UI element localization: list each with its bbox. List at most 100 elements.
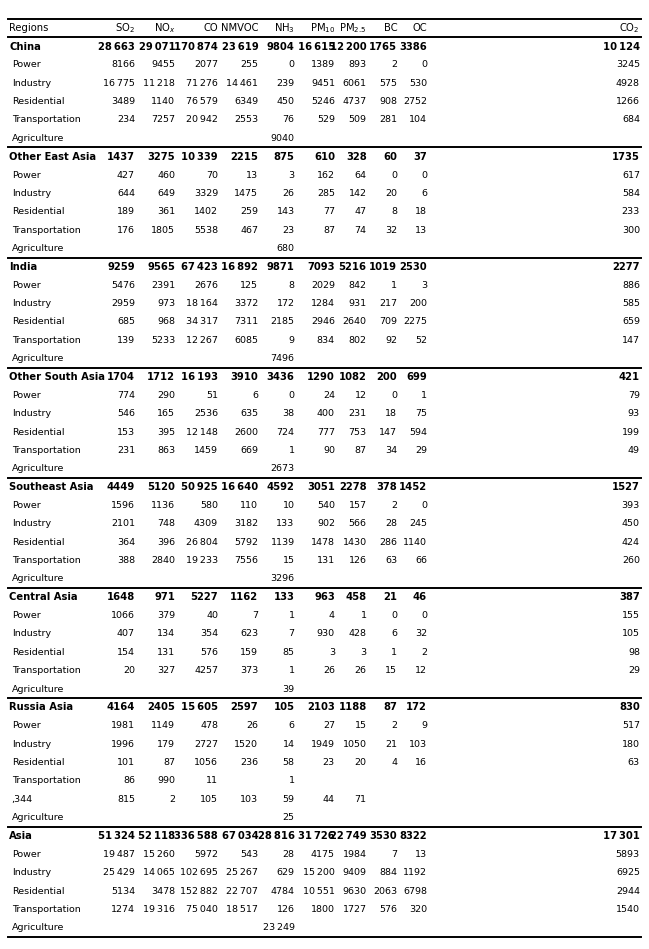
Text: Power: Power — [12, 281, 40, 289]
Text: Industry: Industry — [12, 739, 51, 749]
Text: 1140: 1140 — [403, 538, 427, 547]
Text: 6925: 6925 — [616, 868, 640, 877]
Text: 336 588: 336 588 — [175, 831, 218, 841]
Text: 842: 842 — [349, 281, 367, 289]
Text: 75: 75 — [415, 409, 427, 419]
Text: 1050: 1050 — [343, 739, 367, 749]
Text: 26: 26 — [323, 666, 335, 675]
Text: 6349: 6349 — [234, 97, 258, 106]
Text: 699: 699 — [406, 372, 427, 382]
Text: 875: 875 — [274, 152, 295, 161]
Text: 2405: 2405 — [147, 702, 175, 713]
Text: 724: 724 — [276, 428, 295, 437]
Text: 63: 63 — [628, 758, 640, 767]
Text: 64: 64 — [355, 171, 367, 179]
Text: 37: 37 — [413, 152, 427, 161]
Text: 1192: 1192 — [403, 868, 427, 877]
Text: 834: 834 — [317, 336, 335, 344]
Text: 1712: 1712 — [147, 372, 175, 382]
Text: 5538: 5538 — [194, 226, 218, 234]
Text: 2: 2 — [391, 721, 397, 731]
Text: 26 804: 26 804 — [186, 538, 218, 547]
Text: 159: 159 — [240, 648, 258, 657]
Text: 460: 460 — [157, 171, 175, 179]
Text: 172: 172 — [276, 299, 295, 308]
Text: 802: 802 — [349, 336, 367, 344]
Text: Power: Power — [12, 61, 40, 69]
Text: Transportation: Transportation — [12, 905, 80, 914]
Text: 101: 101 — [117, 758, 135, 767]
Text: 4164: 4164 — [106, 702, 135, 713]
Text: 28: 28 — [283, 849, 295, 859]
Text: 52 118: 52 118 — [138, 831, 175, 841]
Text: 1274: 1274 — [111, 905, 135, 914]
Text: 98: 98 — [628, 648, 640, 657]
Text: 90: 90 — [323, 446, 335, 455]
Text: 281: 281 — [379, 116, 397, 124]
Text: Power: Power — [12, 611, 40, 620]
Text: 3329: 3329 — [194, 189, 218, 198]
Text: 1727: 1727 — [343, 905, 367, 914]
Text: 236: 236 — [240, 758, 258, 767]
Text: 1984: 1984 — [343, 849, 367, 859]
Text: 87: 87 — [355, 446, 367, 455]
Text: 1596: 1596 — [111, 501, 135, 510]
Text: 155: 155 — [622, 611, 640, 620]
Text: 2944: 2944 — [616, 886, 640, 896]
Text: 52: 52 — [415, 336, 427, 344]
Text: 14 065: 14 065 — [143, 868, 175, 877]
Text: 15 260: 15 260 — [143, 849, 175, 859]
Text: 9451: 9451 — [311, 79, 335, 87]
Text: 388: 388 — [117, 556, 135, 565]
Text: 16 640: 16 640 — [221, 482, 258, 493]
Text: 10 339: 10 339 — [182, 152, 218, 161]
Text: 863: 863 — [157, 446, 175, 455]
Text: 2185: 2185 — [271, 317, 295, 326]
Text: 199: 199 — [622, 428, 640, 437]
Text: ,344: ,344 — [12, 794, 33, 804]
Text: 1437: 1437 — [107, 152, 135, 161]
Text: 1520: 1520 — [234, 739, 258, 749]
Text: 1389: 1389 — [311, 61, 335, 69]
Text: 133: 133 — [274, 592, 295, 603]
Text: 51: 51 — [206, 391, 218, 400]
Text: 172: 172 — [406, 702, 427, 713]
Text: India: India — [9, 262, 38, 271]
Text: 3489: 3489 — [111, 97, 135, 106]
Text: 231: 231 — [349, 409, 367, 419]
Text: 18 517: 18 517 — [227, 905, 258, 914]
Text: 7257: 7257 — [151, 116, 175, 124]
Text: 7: 7 — [289, 629, 295, 639]
Text: 3530: 3530 — [369, 831, 397, 841]
Text: 18: 18 — [386, 409, 397, 419]
Text: 973: 973 — [157, 299, 175, 308]
Text: 5246: 5246 — [311, 97, 335, 106]
Text: 104: 104 — [409, 116, 427, 124]
Text: 126: 126 — [276, 905, 295, 914]
Text: 11: 11 — [206, 776, 218, 786]
Text: 327: 327 — [157, 666, 175, 675]
Text: 753: 753 — [349, 428, 367, 437]
Text: PM$_{2.5}$: PM$_{2.5}$ — [339, 21, 367, 35]
Text: 133: 133 — [276, 519, 295, 529]
Text: Agriculture: Agriculture — [12, 813, 64, 822]
Text: 584: 584 — [622, 189, 640, 198]
Text: 931: 931 — [349, 299, 367, 308]
Text: 147: 147 — [622, 336, 640, 344]
Text: 25 267: 25 267 — [227, 868, 258, 877]
Text: 3296: 3296 — [271, 574, 295, 584]
Text: 22 707: 22 707 — [227, 886, 258, 896]
Text: 26: 26 — [247, 721, 258, 731]
Text: Industry: Industry — [12, 519, 51, 529]
Text: 286: 286 — [379, 538, 397, 547]
Text: 26: 26 — [283, 189, 295, 198]
Text: 110: 110 — [240, 501, 258, 510]
Text: 19 316: 19 316 — [143, 905, 175, 914]
Text: 774: 774 — [117, 391, 135, 400]
Text: 67 034: 67 034 — [221, 831, 258, 841]
Text: 509: 509 — [349, 116, 367, 124]
Text: 2278: 2278 — [339, 482, 367, 493]
Text: 2959: 2959 — [111, 299, 135, 308]
Text: 2946: 2946 — [311, 317, 335, 326]
Text: 9: 9 — [421, 721, 427, 731]
